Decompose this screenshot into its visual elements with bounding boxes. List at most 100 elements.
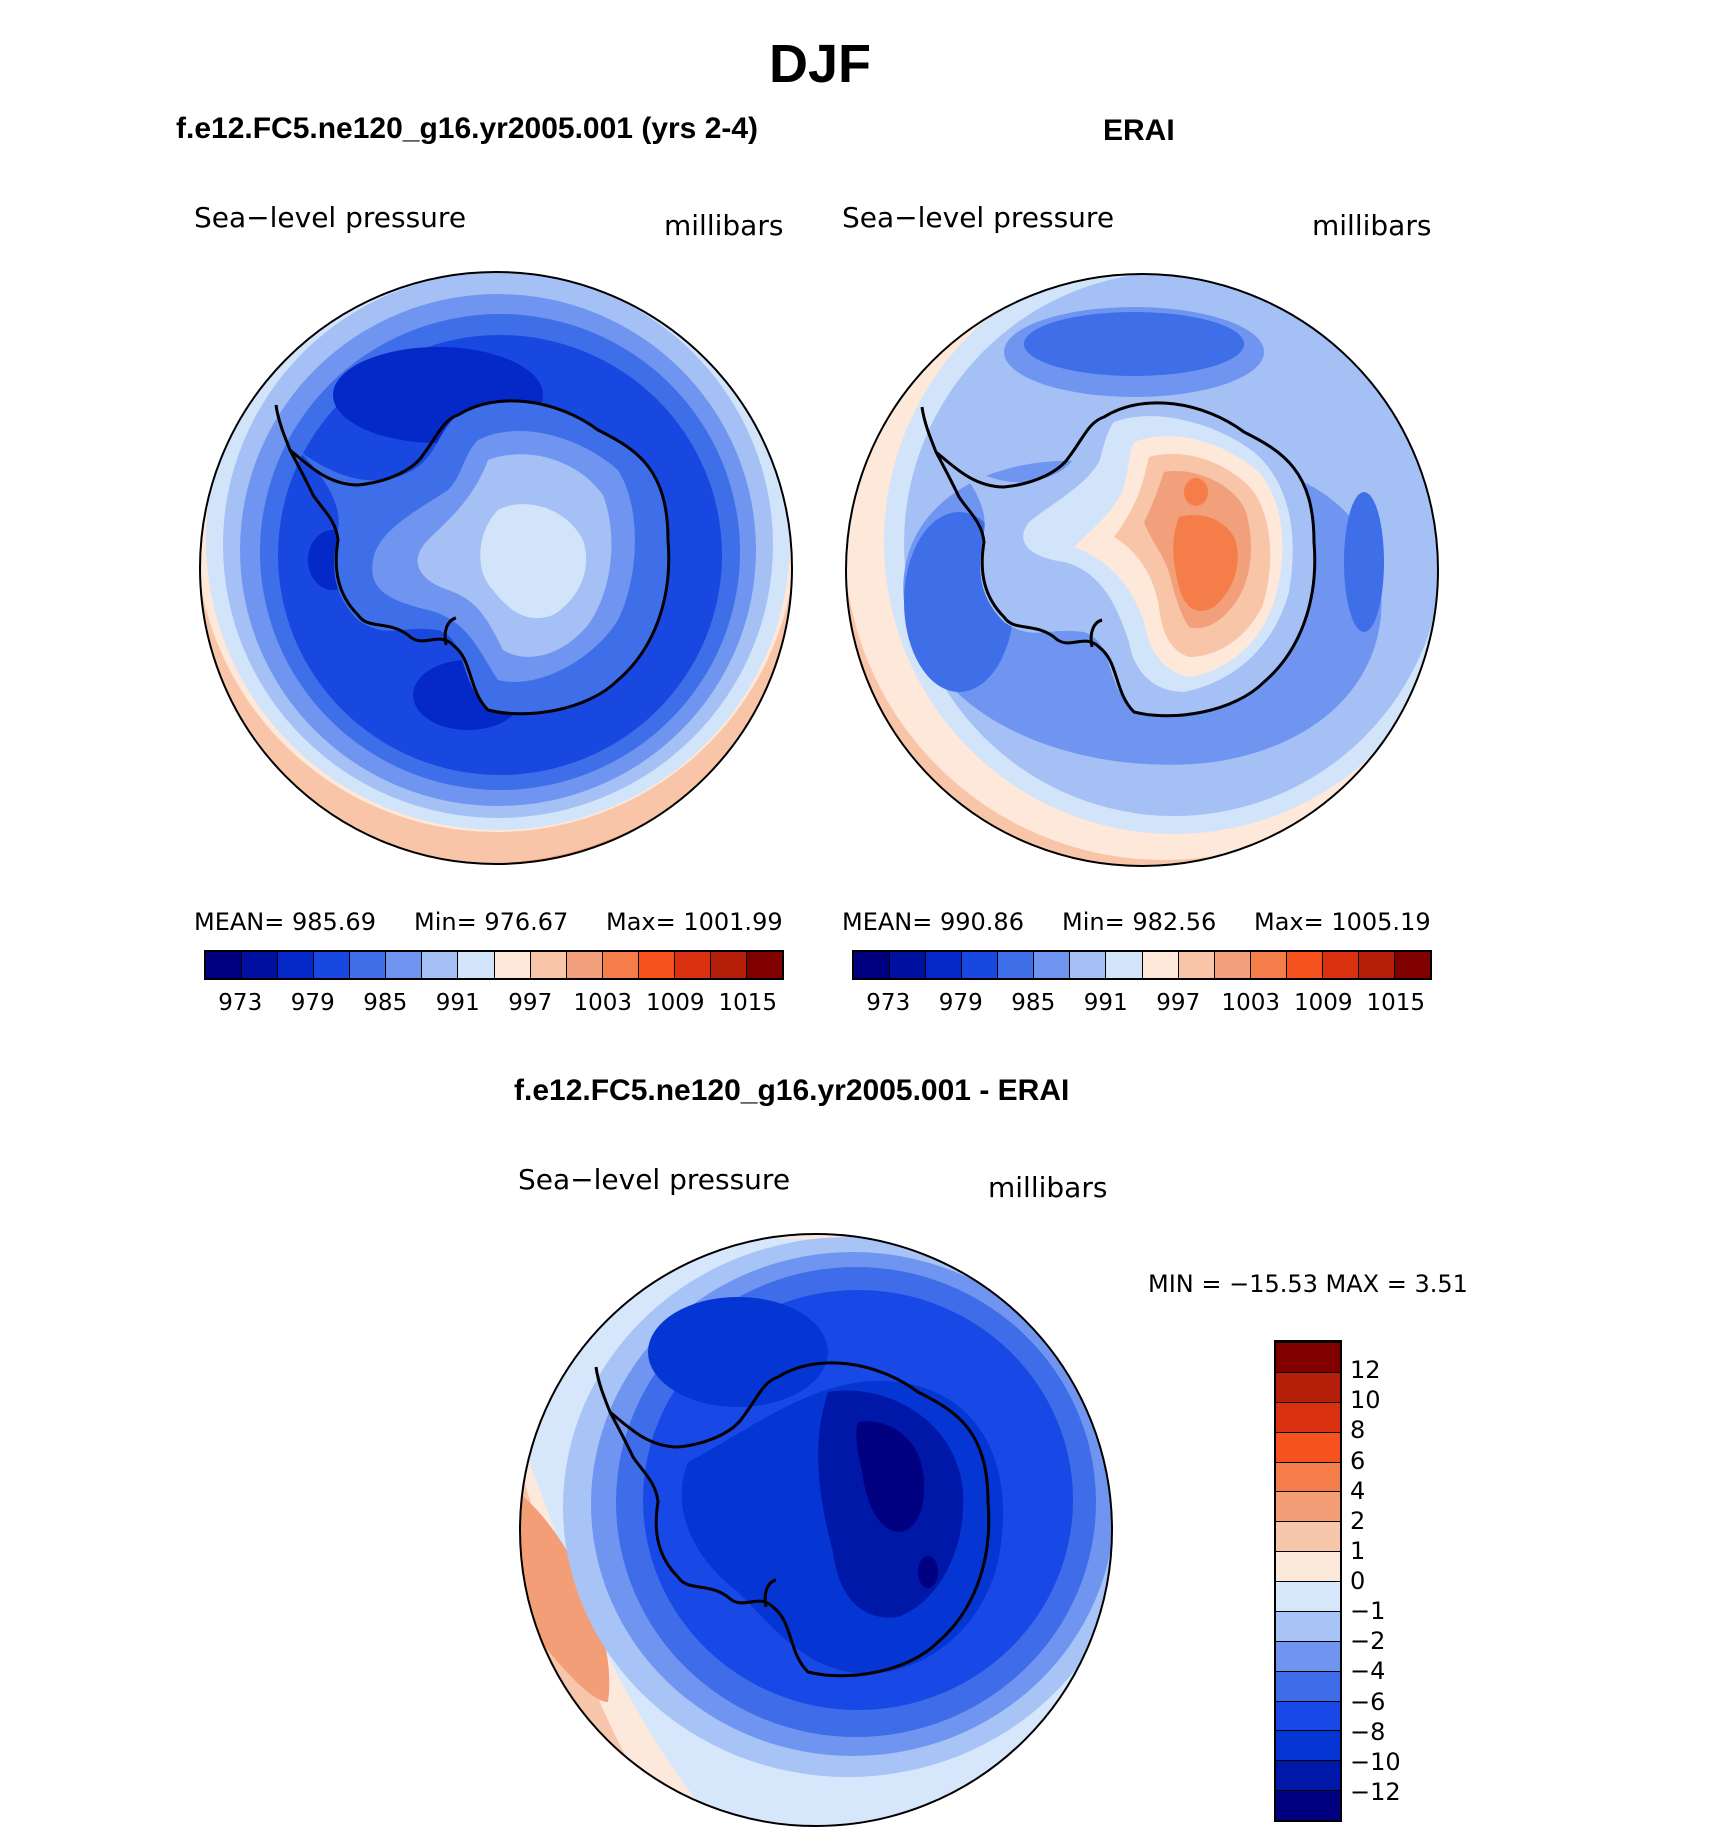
diff-units-label: millibars [988,1171,1108,1204]
model-colorbar-swatch [278,952,315,978]
obs-mean-stat: MEAN= 990.86 [842,908,1024,936]
model-colorbar-swatch [458,952,495,978]
obs-units-label: millibars [1312,209,1432,242]
obs-variable-label: Sea−level pressure [842,201,1115,234]
model-colorbar-tick-label: 979 [290,990,335,1016]
obs-colorbar-swatch [1322,952,1359,978]
diff-colorbar-swatch [1276,1581,1340,1611]
model-colorbar-swatch [602,952,639,978]
obs-colorbar-swatch [1358,952,1395,978]
model-panel-title: f.e12.FC5.ne120_g16.yr2005.001 (yrs 2-4) [176,112,759,145]
model-colorbar-tick-label: 1003 [573,990,633,1016]
diff-colorbar-swatch [1276,1790,1340,1820]
obs-colorbar-swatch [1178,952,1215,978]
obs-colorbar-swatch [926,952,963,978]
model-colorbar-swatch [350,952,387,978]
obs-colorbar-tick-label: 985 [1011,990,1056,1016]
obs-colorbar-tick-label: 979 [938,990,983,1016]
model-colorbar-swatch [386,952,423,978]
diff-colorbar-tick-label: −4 [1350,1657,1386,1686]
model-colorbar-tick-label: 991 [435,990,480,1016]
diff-colorbar-tick-label: 0 [1350,1567,1366,1595]
diff-colorbar-swatch [1276,1401,1340,1432]
obs-colorbar-swatch [1286,952,1323,978]
diff-polar-map [519,1233,1113,1827]
model-units-label: millibars [664,209,784,242]
model-variable-label: Sea−level pressure [194,201,467,234]
diff-colorbar-tick-label: 2 [1350,1506,1366,1535]
model-colorbar-swatch [422,952,459,978]
diff-colorbar-tick-label: −6 [1350,1687,1386,1716]
obs-colorbar-ticks: 973 979 985 991 997 1003 1009 1015 [852,990,1432,1020]
obs-colorbar [852,950,1432,980]
diff-colorbar-swatch [1276,1371,1340,1402]
diff-colorbar-tick-label: 4 [1350,1476,1366,1505]
diff-minmax-stat: MIN = −15.53 MAX = 3.51 [1148,1270,1468,1298]
obs-polar-map [845,273,1439,867]
obs-colorbar-swatch [1214,952,1251,978]
model-colorbar-ticks: 973 979 985 991 997 1003 1009 1015 [204,990,784,1020]
model-colorbar-swatch [314,952,351,978]
figure-title: DJF [768,34,871,94]
model-mean-stat: MEAN= 985.69 [194,908,376,936]
diff-colorbar-tick-label: −1 [1350,1597,1386,1626]
diff-colorbar-tick-label: 8 [1350,1416,1366,1445]
obs-colorbar-swatch [1394,952,1430,978]
obs-colorbar-tick-label: 973 [866,990,911,1016]
obs-colorbar-tick-label: 1015 [1366,990,1426,1016]
diff-colorbar-ticks: −12 −10 −8 −6 −4 −2 −1 0 1 2 4 6 8 10 12 [1350,1340,1430,1822]
obs-colorbar-swatch [962,952,999,978]
diff-colorbar-tick-label: 1 [1350,1536,1366,1565]
diff-colorbar-swatch [1276,1431,1340,1462]
obs-max-stat: Max= 1005.19 [1254,908,1431,936]
diff-panel-title: f.e12.FC5.ne120_g16.yr2005.001 - ERAI [514,1074,1070,1107]
model-colorbar-swatch [530,952,567,978]
obs-colorbar-swatch [1106,952,1143,978]
obs-colorbar-swatch [1070,952,1107,978]
obs-colorbar-tick-label: 1009 [1293,990,1353,1016]
model-colorbar [204,950,784,980]
obs-colorbar-swatch [854,952,891,978]
obs-colorbar-swatch [998,952,1035,978]
diff-colorbar-swatch [1276,1760,1340,1791]
model-colorbar-tick-label: 997 [508,990,553,1016]
obs-panel-title: ERAI [1103,114,1175,147]
diff-colorbar-swatch [1276,1551,1340,1581]
diff-colorbar-tick-label: −12 [1350,1777,1401,1806]
model-colorbar-swatch [206,952,243,978]
obs-colorbar-tick-label: 991 [1083,990,1128,1016]
model-colorbar-tick-label: 985 [363,990,408,1016]
model-colorbar-swatch [674,952,711,978]
diff-colorbar-swatch [1276,1700,1340,1731]
model-colorbar-tick-label: 1009 [645,990,705,1016]
obs-colorbar-swatch [1250,952,1287,978]
diff-colorbar-swatch [1276,1730,1340,1761]
diff-colorbar-swatch [1276,1491,1340,1522]
obs-min-stat: Min= 982.56 [1062,908,1217,936]
diff-colorbar-tick-label: −8 [1350,1717,1386,1746]
diff-colorbar-tick-label: −10 [1350,1747,1401,1776]
diff-variable-label: Sea−level pressure [518,1163,791,1196]
model-colorbar-tick-label: 973 [218,990,263,1016]
diff-colorbar-tick-label: 6 [1350,1446,1366,1475]
model-max-stat: Max= 1001.99 [606,908,783,936]
diff-colorbar-tick-label: 12 [1350,1356,1381,1385]
model-colorbar-tick-label: 1015 [718,990,778,1016]
model-colorbar-swatch [566,952,603,978]
obs-colorbar-tick-label: 1003 [1221,990,1281,1016]
diff-colorbar [1274,1340,1342,1822]
model-colorbar-swatch [710,952,747,978]
obs-colorbar-tick-label: 997 [1156,990,1201,1016]
model-colorbar-swatch [242,952,279,978]
diff-colorbar-swatch [1276,1461,1340,1492]
diff-colorbar-tick-label: 10 [1350,1386,1381,1415]
diff-colorbar-tick-label: −2 [1350,1627,1386,1656]
diff-colorbar-swatch [1276,1521,1340,1552]
model-colorbar-swatch [494,952,531,978]
diff-colorbar-swatch [1276,1670,1340,1701]
obs-colorbar-swatch [1034,952,1071,978]
obs-colorbar-swatch [890,952,927,978]
diff-colorbar-swatch [1276,1610,1340,1641]
model-min-stat: Min= 976.67 [414,908,569,936]
obs-colorbar-swatch [1142,952,1179,978]
